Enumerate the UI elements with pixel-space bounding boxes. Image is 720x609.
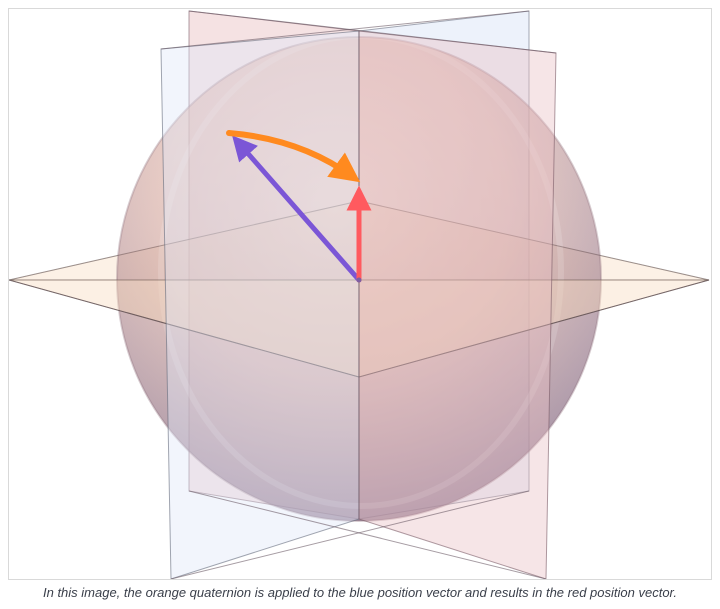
figure-caption: In this image, the orange quaternion is … [42, 585, 678, 600]
blue-position-vector [232, 135, 362, 283]
orange-quaternion-arc [226, 130, 361, 183]
red-plane-bottom-edge [188, 490, 547, 579]
figure-frame [8, 8, 712, 580]
blue-plane-bottom-edge [170, 490, 530, 579]
quaternion-rotation-diagram [9, 10, 710, 579]
horizontal-plane-axis-back-right [358, 200, 710, 281]
red-plane-top-edge [188, 10, 557, 54]
vector-origin [356, 277, 362, 283]
blue-plane-top-edge [160, 10, 530, 50]
red-plane-front [358, 30, 557, 579]
horizontal-plane-axis-left [9, 279, 360, 378]
blue-plane-front [160, 30, 360, 579]
sphere-inner-ring [158, 33, 564, 509]
horizontal-plane-axis-right [358, 279, 710, 378]
